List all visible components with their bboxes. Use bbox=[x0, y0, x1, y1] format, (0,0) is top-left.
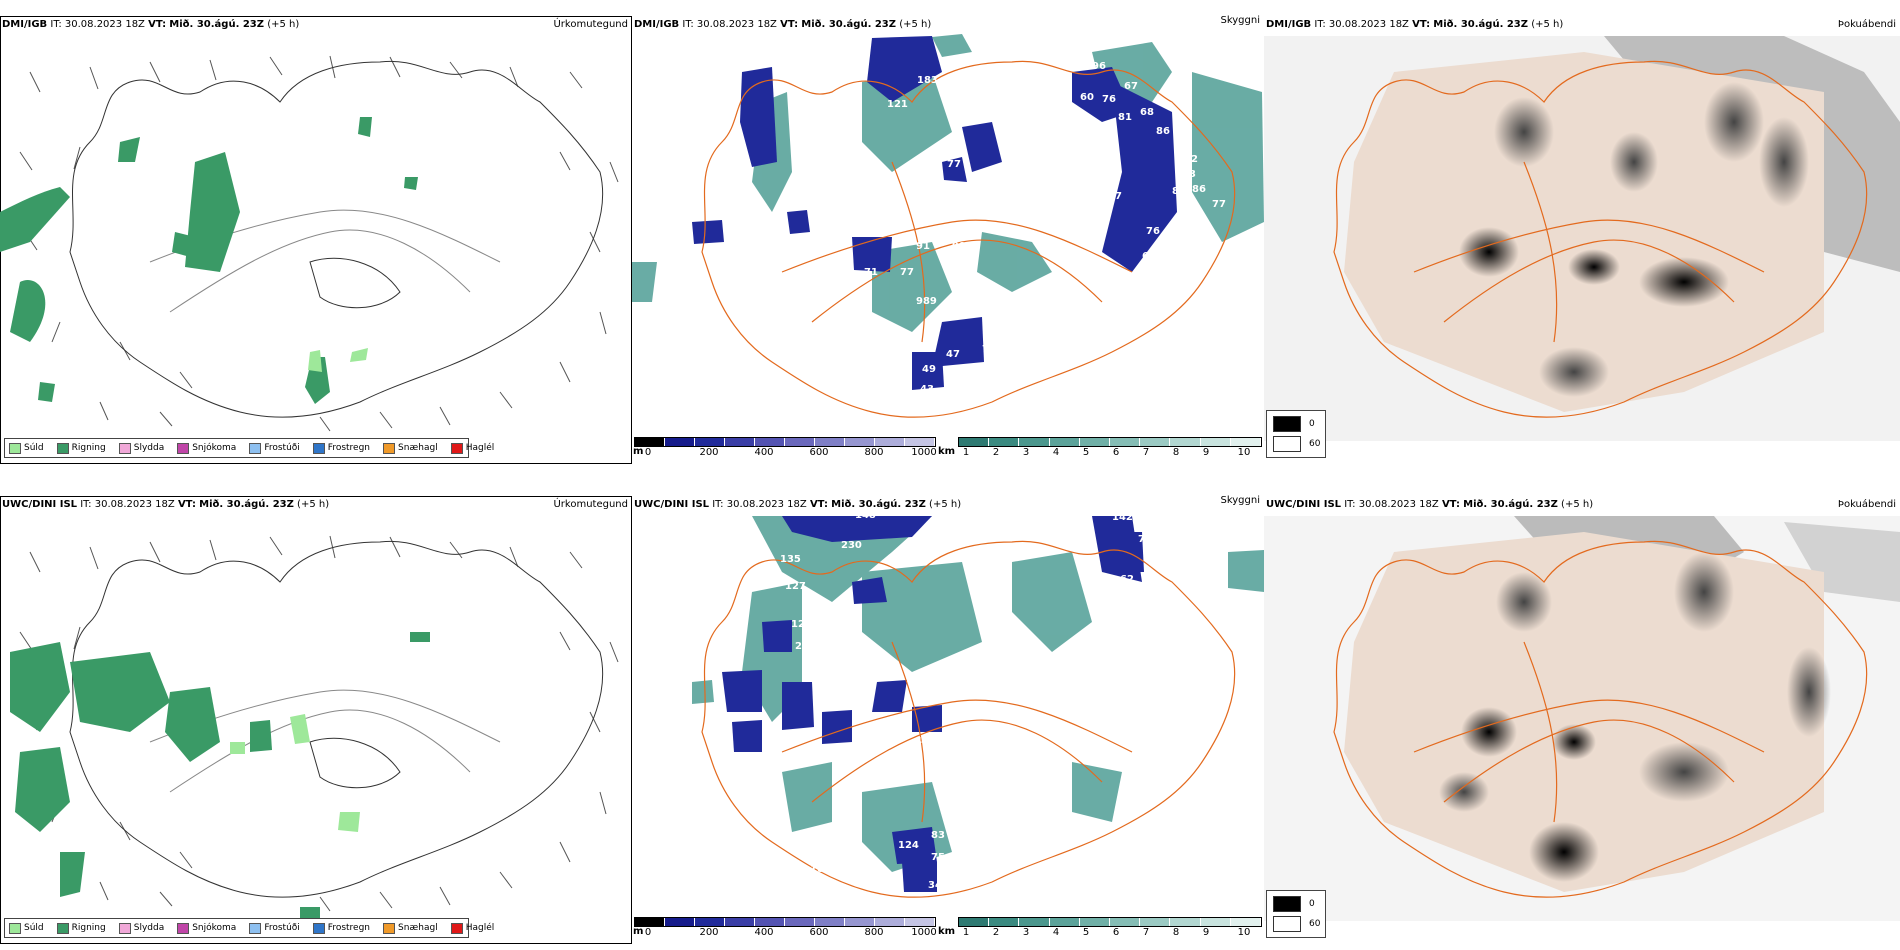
swatch bbox=[118, 442, 131, 454]
panel-header: UWC/DINI ISL IT: 30.08.2023 18Z VT: Mið.… bbox=[634, 495, 1260, 510]
cloud-base-colorbar: 0 200 400 600 800 1000 m bbox=[633, 437, 937, 459]
unit-label: m bbox=[633, 446, 644, 457]
precip-map bbox=[10, 535, 619, 922]
unit-label: km bbox=[938, 446, 956, 457]
panel-header: DMI/IGB IT: 30.08.2023 18Z VT: Mið. 30.á… bbox=[2, 19, 628, 30]
model-name: UWC/DINI ISL bbox=[1266, 499, 1342, 510]
legend-item: Snjókoma bbox=[177, 442, 236, 454]
fog-index-legend: 0 60 bbox=[1266, 890, 1326, 938]
legend-item: Snæhagl bbox=[383, 442, 438, 454]
model-name: DMI/IGB bbox=[2, 19, 48, 30]
product-title: Úrkomutegund bbox=[553, 19, 628, 30]
fog-index-map bbox=[1264, 516, 1900, 921]
swatch bbox=[118, 922, 131, 934]
swatch bbox=[450, 442, 463, 454]
colorbar-cells bbox=[634, 917, 936, 927]
swatch bbox=[9, 922, 21, 934]
swatch bbox=[249, 922, 262, 934]
model-name: UWC/DINI ISL bbox=[2, 499, 78, 510]
product-title: Skyggni bbox=[1220, 495, 1260, 506]
swatch bbox=[383, 442, 396, 454]
precip-panel-top: DMI/IGB IT: 30.08.2023 18Z VT: Mið. 30.á… bbox=[0, 12, 632, 464]
product-title: Þokuábendi bbox=[1837, 19, 1896, 30]
visibility-colorbar: 1 2 3 4 5 6 7 8 9 10 km bbox=[938, 917, 1262, 939]
panel-header: DMI/IGB IT: 30.08.2023 18Z VT: Mið. 30.á… bbox=[1266, 19, 1896, 30]
colorbar-cells bbox=[958, 437, 1262, 447]
precip-type-legend: Súld Rigning Slydda Snjókoma Frostúði Fr… bbox=[4, 918, 494, 938]
colorbar-cells bbox=[634, 437, 936, 447]
fog-index-map bbox=[1264, 36, 1900, 441]
model-name: UWC/DINI ISL bbox=[634, 499, 710, 510]
legend-item: Frostregn bbox=[312, 922, 370, 934]
visibility-colorbar: 1 2 3 4 5 6 7 8 9 10 km bbox=[938, 437, 1262, 459]
swatch bbox=[1273, 896, 1301, 912]
cloud-visibility-map bbox=[692, 516, 1264, 898]
model-name: DMI/IGB bbox=[1266, 19, 1312, 30]
legend-item: Slydda bbox=[118, 922, 164, 934]
panel-header: DMI/IGB IT: 30.08.2023 18Z VT: Mið. 30.á… bbox=[634, 15, 1260, 30]
fog-panel-bottom: UWC/DINI ISL IT: 30.08.2023 18Z VT: Mið.… bbox=[1264, 492, 1900, 944]
cloud-visibility-map bbox=[632, 34, 1264, 418]
swatch bbox=[56, 922, 69, 934]
model-name: DMI/IGB bbox=[634, 19, 680, 30]
unit-label: km bbox=[938, 926, 956, 937]
fog-index-legend: 0 60 bbox=[1266, 410, 1326, 458]
unit-label: m bbox=[633, 926, 644, 937]
legend-item: Frostúði bbox=[249, 442, 300, 454]
swatch bbox=[312, 442, 325, 454]
swatch bbox=[177, 922, 190, 934]
legend-item: Súld bbox=[9, 922, 44, 934]
product-title: Skyggni bbox=[1220, 15, 1260, 26]
legend-item: Súld bbox=[9, 442, 44, 454]
cloud-base-colorbar: 0 200 400 600 800 1000 m bbox=[633, 917, 937, 939]
cloud-panel-bottom: UWC/DINI ISL IT: 30.08.2023 18Z VT: Mið.… bbox=[632, 492, 1264, 944]
panel-header: UWC/DINI ISL IT: 30.08.2023 18Z VT: Mið.… bbox=[1266, 499, 1896, 510]
swatch bbox=[9, 442, 21, 454]
swatch bbox=[312, 922, 325, 934]
legend-item: Frostregn bbox=[312, 442, 370, 454]
swatch bbox=[450, 922, 463, 934]
legend-item: Frostúði bbox=[249, 922, 300, 934]
panel-header: UWC/DINI ISL IT: 30.08.2023 18Z VT: Mið.… bbox=[2, 499, 628, 510]
legend-item: Slydda bbox=[118, 442, 164, 454]
swatch bbox=[1273, 436, 1301, 452]
precip-panel-bottom: UWC/DINI ISL IT: 30.08.2023 18Z VT: Mið.… bbox=[0, 492, 632, 944]
legend-item: Rigning bbox=[56, 922, 106, 934]
swatch bbox=[249, 442, 262, 454]
colorbar-cells bbox=[958, 917, 1262, 927]
legend-item: Snæhagl bbox=[383, 922, 438, 934]
swatch bbox=[1273, 416, 1301, 432]
swatch bbox=[177, 442, 190, 454]
swatch bbox=[383, 922, 396, 934]
fog-panel-top: DMI/IGB IT: 30.08.2023 18Z VT: Mið. 30.á… bbox=[1264, 12, 1900, 464]
legend-item: Rigning bbox=[56, 442, 106, 454]
swatch bbox=[1273, 916, 1301, 932]
legend-item: Snjókoma bbox=[177, 922, 236, 934]
precip-map bbox=[0, 55, 619, 432]
cloud-panel-top: DMI/IGB IT: 30.08.2023 18Z VT: Mið. 30.á… bbox=[632, 12, 1264, 464]
legend-item: Haglél bbox=[450, 442, 494, 454]
precip-type-legend: Súld Rigning Slydda Snjókoma Frostúði Fr… bbox=[4, 438, 494, 458]
legend-item: Haglél bbox=[450, 922, 494, 934]
product-title: Þokuábendi bbox=[1837, 499, 1896, 510]
swatch bbox=[56, 442, 69, 454]
product-title: Úrkomutegund bbox=[553, 499, 628, 510]
